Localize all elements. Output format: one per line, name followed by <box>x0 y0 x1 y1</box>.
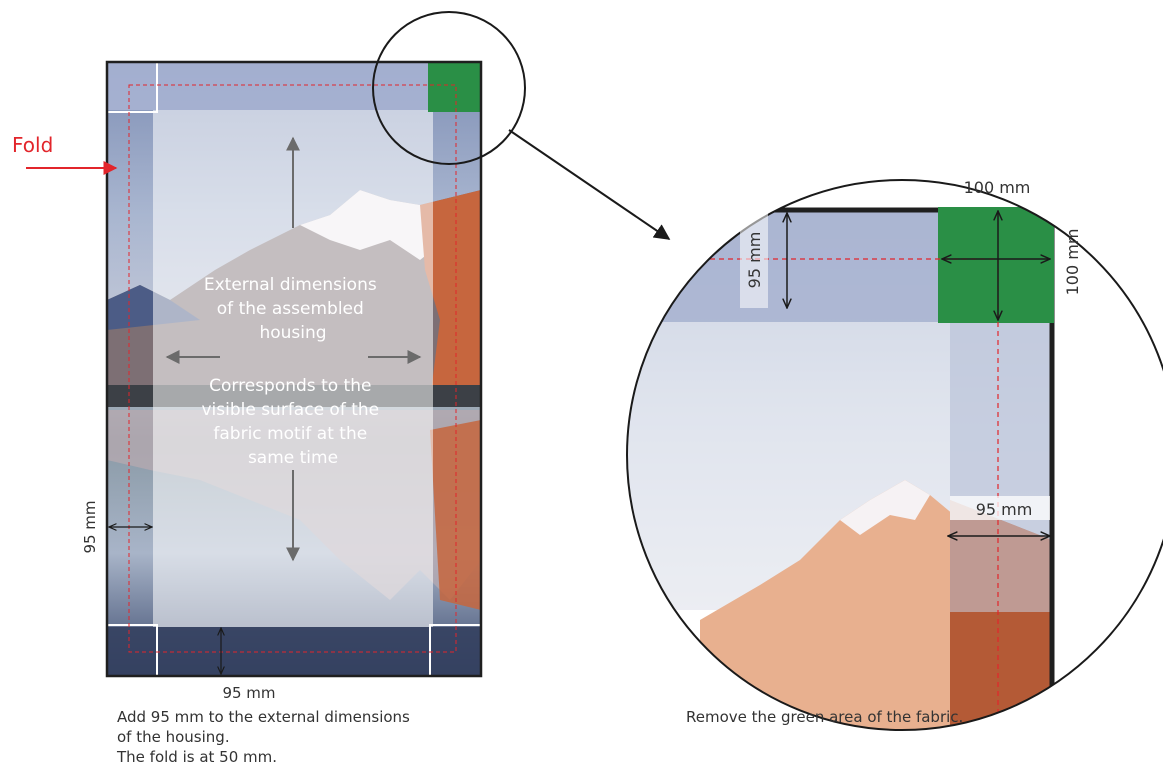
caption-left-line-3: The fold is at 50 mm. <box>117 748 277 766</box>
zoom-top-dimension-label: 100 mm <box>964 178 1031 197</box>
side-dimension-label: 95 mm <box>81 500 99 553</box>
caption-right: Remove the green area of the fabric. <box>686 707 963 727</box>
caption-left-line-1: Add 95 mm to the external dimensions <box>117 708 410 726</box>
overlay-text-2-line-1: Corresponds to the <box>209 376 371 396</box>
fold-label: Fold <box>12 133 53 157</box>
bottom-dimension-label: 95 mm <box>222 684 275 702</box>
overlay-text-1-line-3: housing <box>259 323 326 343</box>
overlay-text-2-line-3: fabric motif at the <box>213 424 367 444</box>
zoom-detail: 95 mm 95 mm 100 mm 100 mm <box>620 178 1163 740</box>
zoom-pointer-arrow <box>509 130 669 239</box>
overlay-text-2-line-2: visible surface of the <box>201 400 379 420</box>
caption-left-line-2: of the housing. <box>117 728 230 746</box>
zoom-right-dimension-label: 100 mm <box>1063 229 1082 296</box>
top-wrap-band <box>107 62 481 110</box>
zoom-vertical-dimension-label: 95 mm <box>745 232 764 289</box>
overlay-text-1-line-2: of the assembled <box>217 299 364 319</box>
corner-cut-green <box>428 62 481 112</box>
zoom-green-cut <box>938 207 1054 323</box>
caption-left: Add 95 mm to the external dimensions of … <box>117 707 410 767</box>
overlay-text-1-line-1: External dimensions <box>204 275 377 295</box>
zoom-horizontal-dimension-label: 95 mm <box>976 500 1033 519</box>
overlay-text-2-line-4: same time <box>248 448 338 468</box>
